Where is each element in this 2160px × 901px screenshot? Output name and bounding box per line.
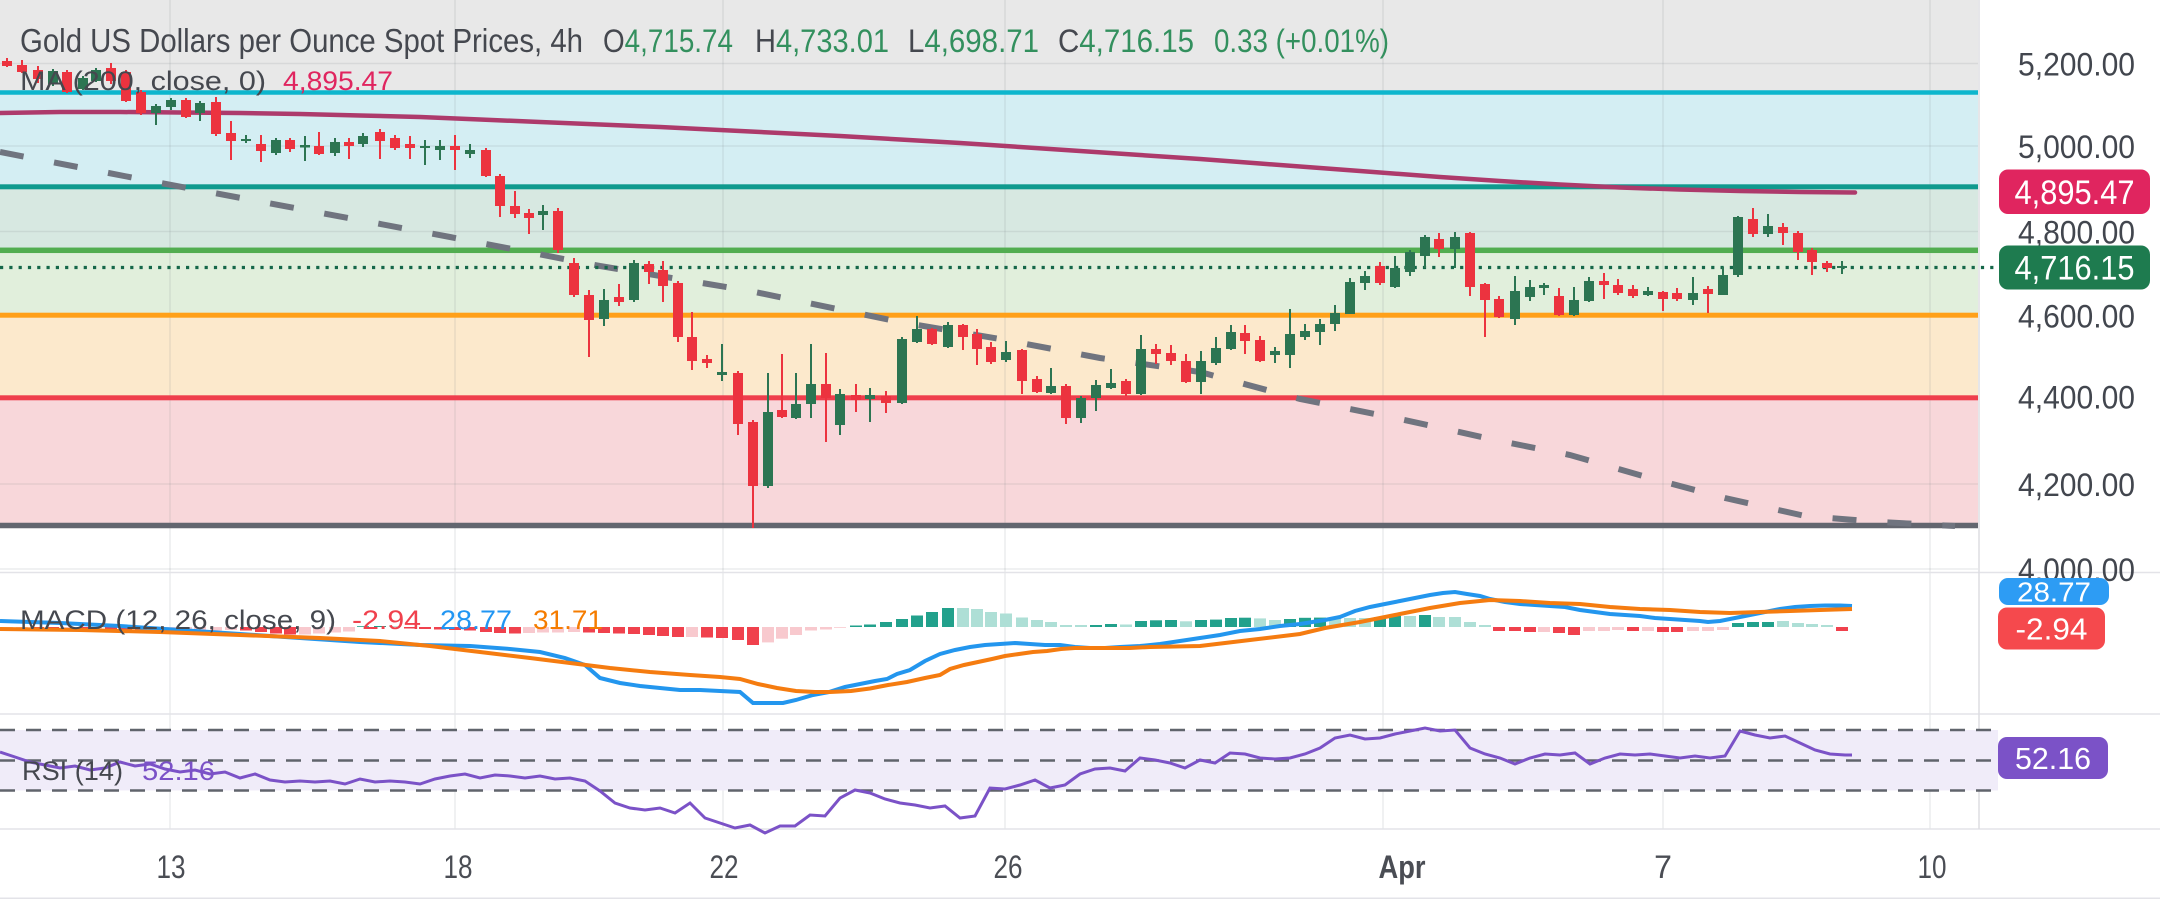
svg-text:4,895.47: 4,895.47 xyxy=(283,66,393,96)
svg-text:4,895.47: 4,895.47 xyxy=(2015,174,2135,212)
svg-text:26: 26 xyxy=(994,849,1023,885)
svg-text:0.33 (+0.01%): 0.33 (+0.01%) xyxy=(1214,23,1389,59)
svg-text:Gold US Dollars per Ounce Spot: Gold US Dollars per Ounce Spot Prices, 4… xyxy=(20,22,583,59)
svg-text:5,200.00: 5,200.00 xyxy=(2018,47,2135,83)
svg-text:31.71: 31.71 xyxy=(533,605,603,635)
svg-text:O4,715.74: O4,715.74 xyxy=(603,23,733,59)
svg-text:4,400.00: 4,400.00 xyxy=(2018,380,2135,416)
svg-text:H4,733.01: H4,733.01 xyxy=(755,23,889,59)
svg-text:52.16: 52.16 xyxy=(2015,741,2091,776)
svg-text:4,800.00: 4,800.00 xyxy=(2018,215,2135,251)
svg-text:4,716.15: 4,716.15 xyxy=(2015,250,2135,288)
svg-text:5,000.00: 5,000.00 xyxy=(2018,129,2135,165)
svg-text:22: 22 xyxy=(710,849,739,885)
svg-text:10: 10 xyxy=(1918,849,1947,885)
svg-text:7: 7 xyxy=(1654,849,1672,885)
svg-text:4,200.00: 4,200.00 xyxy=(2018,467,2135,503)
svg-text:L4,698.71: L4,698.71 xyxy=(908,23,1039,59)
svg-text:18: 18 xyxy=(444,849,473,885)
svg-text:52.16: 52.16 xyxy=(142,756,215,786)
svg-text:MACD (12, 26, close, 9): MACD (12, 26, close, 9) xyxy=(20,605,336,635)
svg-text:28.77: 28.77 xyxy=(440,605,512,635)
svg-text:4,600.00: 4,600.00 xyxy=(2018,299,2135,335)
svg-text:13: 13 xyxy=(157,849,186,885)
svg-text:C4,716.15: C4,716.15 xyxy=(1058,23,1194,59)
svg-text:28.77: 28.77 xyxy=(2017,577,2091,608)
svg-text:MA (200, close, 0): MA (200, close, 0) xyxy=(20,66,266,96)
svg-text:RSI (14): RSI (14) xyxy=(22,756,123,786)
svg-text:-2.94: -2.94 xyxy=(2016,612,2088,647)
svg-text:-2.94: -2.94 xyxy=(352,605,421,635)
svg-text:Apr: Apr xyxy=(1379,849,1426,885)
